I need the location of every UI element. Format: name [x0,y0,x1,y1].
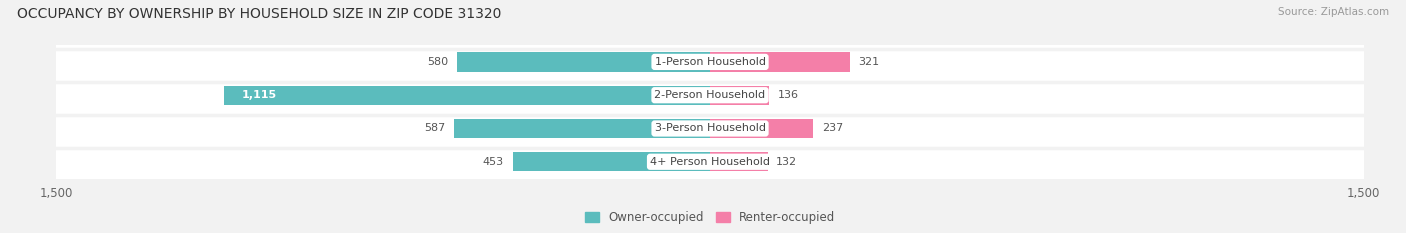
Bar [710,86,769,105]
Bar [457,52,710,72]
Legend: Owner-occupied, Renter-occupied: Owner-occupied, Renter-occupied [579,206,841,229]
Text: 237: 237 [823,123,844,134]
Text: 1-Person Household: 1-Person Household [655,57,765,67]
Bar [710,152,768,171]
Text: 453: 453 [482,157,503,167]
Text: 4+ Person Household: 4+ Person Household [650,157,770,167]
Bar [710,119,813,138]
Bar [56,78,1364,112]
Text: 1,115: 1,115 [242,90,277,100]
Text: OCCUPANCY BY OWNERSHIP BY HOUSEHOLD SIZE IN ZIP CODE 31320: OCCUPANCY BY OWNERSHIP BY HOUSEHOLD SIZE… [17,7,502,21]
Bar [56,145,1364,179]
Bar [56,112,1364,145]
Bar [224,86,710,105]
Bar [454,119,710,138]
Text: 2-Person Household: 2-Person Household [654,90,766,100]
Text: 321: 321 [859,57,880,67]
Text: 580: 580 [427,57,449,67]
Bar [710,52,851,72]
Bar [56,45,1364,79]
Text: 3-Person Household: 3-Person Household [655,123,765,134]
Text: 587: 587 [425,123,446,134]
Bar [513,152,710,171]
Text: 136: 136 [778,90,799,100]
Text: 132: 132 [776,157,797,167]
Text: Source: ZipAtlas.com: Source: ZipAtlas.com [1278,7,1389,17]
